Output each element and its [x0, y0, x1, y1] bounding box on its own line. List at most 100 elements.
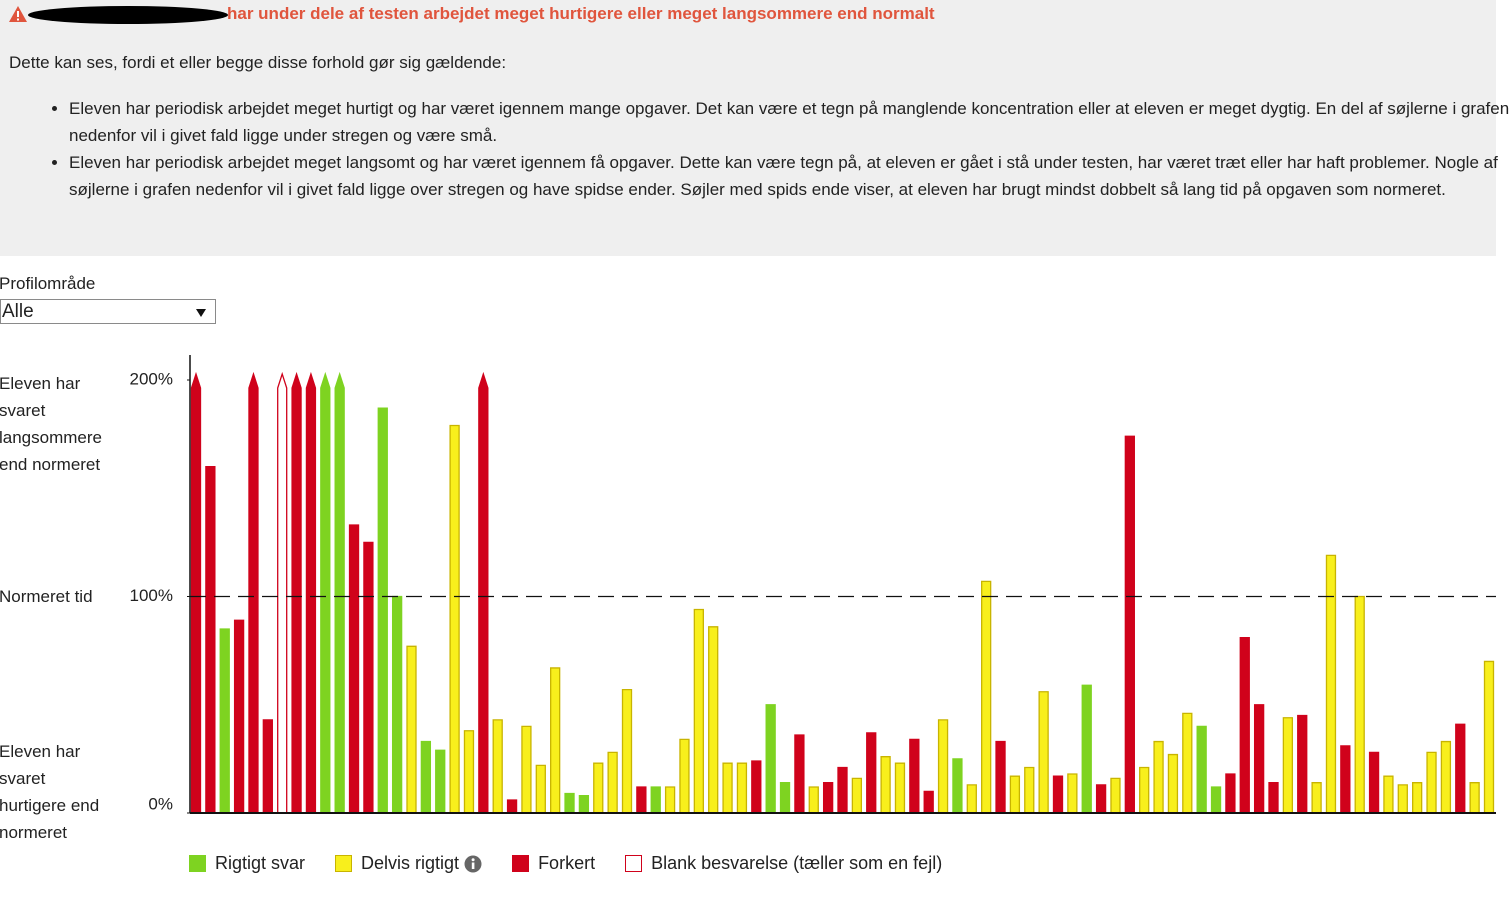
bar	[851, 777, 863, 814]
bar	[363, 541, 374, 814]
bar	[1225, 773, 1236, 814]
info-icon[interactable]	[464, 855, 482, 873]
legend-label: Delvis rigtigt	[361, 853, 460, 873]
bar	[334, 371, 345, 814]
bar	[593, 762, 604, 814]
warning-icons	[9, 6, 228, 24]
bar	[794, 734, 805, 814]
bar	[564, 792, 575, 814]
bar	[981, 580, 992, 814]
bar	[406, 645, 417, 814]
bar	[420, 740, 432, 814]
bar	[320, 371, 331, 814]
bar	[765, 704, 776, 814]
bar	[636, 786, 647, 814]
bar	[808, 786, 819, 814]
bar	[621, 688, 633, 814]
bar	[966, 784, 977, 814]
bar	[291, 371, 302, 814]
bar	[1455, 723, 1466, 814]
bar	[521, 725, 532, 814]
bar	[693, 608, 704, 814]
bar	[377, 407, 388, 814]
bullet-list: Eleven har periodisk arbejdet meget hurt…	[21, 95, 1511, 203]
bar	[219, 628, 230, 814]
bar	[1311, 782, 1322, 814]
bar	[1340, 745, 1351, 814]
bar	[1038, 691, 1049, 814]
bar	[449, 424, 460, 814]
bar	[1282, 717, 1294, 814]
bar	[822, 782, 834, 814]
bar	[664, 786, 676, 814]
bar	[1009, 775, 1021, 814]
legend-label: Blank besvarelse (tæller som en fejl)	[651, 853, 943, 873]
bar	[679, 738, 690, 814]
legend-label: Forkert	[538, 853, 596, 873]
legend-swatch	[512, 855, 530, 872]
bar	[779, 782, 791, 814]
filter-select[interactable]: Alle	[0, 299, 216, 324]
bar	[277, 371, 288, 814]
bar	[348, 524, 360, 814]
bar	[1383, 775, 1394, 814]
bar	[650, 786, 661, 814]
chart: 0% 100% 200%	[130, 355, 1496, 814]
bar	[1167, 753, 1179, 814]
warning-icon-dot	[17, 18, 19, 21]
bar	[722, 762, 733, 814]
bar	[1354, 595, 1365, 814]
side-label-bottom: Eleven har svaret hurtigere end normeret	[0, 742, 100, 842]
legend-swatch	[335, 855, 353, 872]
info-box	[0, 0, 1496, 256]
info-stem	[471, 862, 475, 869]
bar	[952, 758, 963, 814]
bar	[607, 751, 618, 814]
bar	[205, 465, 216, 814]
bar	[1110, 777, 1121, 814]
bar	[1052, 775, 1064, 814]
bar	[1210, 786, 1222, 814]
filter-label: Profilområde	[0, 274, 96, 293]
filter-value: Alle	[2, 301, 34, 322]
bar	[1426, 751, 1437, 814]
bar	[391, 595, 403, 814]
warning-icon-mark	[17, 11, 19, 17]
bar	[1253, 704, 1265, 814]
legend-item: Blank besvarelse (tæller som en fejl)	[625, 853, 942, 874]
legend-item: Rigtigt svar	[189, 853, 305, 874]
bar	[478, 371, 489, 814]
y-tick-label: 100%	[130, 586, 173, 605]
bar	[837, 766, 848, 814]
bar	[1124, 435, 1135, 814]
bar	[1081, 684, 1092, 814]
legend-item: Delvis rigtigt	[335, 853, 482, 874]
bar	[262, 719, 273, 814]
bar	[923, 790, 934, 814]
bar	[937, 719, 949, 814]
bullet: Eleven har periodisk arbejdet meget lang…	[69, 149, 1511, 203]
bar	[492, 719, 503, 814]
bar	[190, 371, 202, 814]
bar	[736, 762, 748, 814]
bar	[909, 738, 920, 814]
bar	[435, 749, 446, 814]
info-dot	[471, 857, 475, 861]
bar	[1268, 782, 1279, 814]
bar	[1440, 740, 1452, 814]
bar	[1239, 636, 1250, 814]
redaction	[28, 6, 228, 24]
bar	[1412, 782, 1423, 814]
bar	[1153, 740, 1164, 814]
bar	[1196, 725, 1207, 814]
bar	[1397, 784, 1408, 814]
intro-text: Dette kan ses, fordi et eller begge diss…	[9, 53, 507, 72]
side-label-top: Eleven har svaret langsommere end normer…	[0, 374, 102, 474]
bar	[1325, 554, 1337, 814]
side-label-middle: Normeret tid	[0, 587, 93, 606]
bar	[708, 626, 719, 814]
bar	[578, 795, 590, 814]
bar	[1182, 712, 1193, 814]
